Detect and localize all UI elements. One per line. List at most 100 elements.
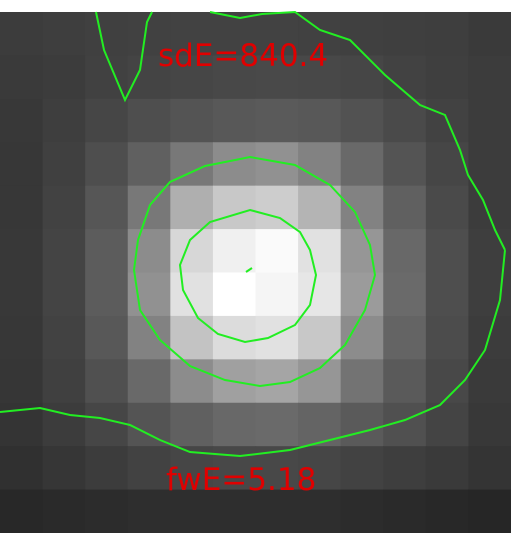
image-pixel bbox=[298, 359, 342, 404]
image-pixel bbox=[42, 98, 86, 143]
image-pixel bbox=[468, 402, 511, 447]
image-pixel bbox=[212, 142, 257, 187]
image-pixel bbox=[212, 229, 257, 274]
image-pixel bbox=[468, 272, 511, 317]
image-pixel bbox=[170, 229, 214, 274]
image-pixel bbox=[468, 12, 511, 57]
image-pixel bbox=[383, 98, 427, 143]
image-pixel bbox=[212, 185, 257, 230]
image-pixel bbox=[340, 12, 384, 57]
image-pixel bbox=[468, 315, 511, 360]
fw-label: fwE=5.18 bbox=[166, 462, 316, 498]
image-pixel bbox=[425, 185, 470, 230]
image-pixel bbox=[127, 446, 171, 491]
image-pixel bbox=[340, 446, 384, 491]
middle-contour bbox=[132, 155, 377, 388]
image-pixel bbox=[85, 12, 129, 57]
image-pixel bbox=[0, 142, 44, 187]
image-pixel bbox=[212, 98, 257, 143]
image-pixel bbox=[0, 359, 44, 404]
image-pixel bbox=[212, 12, 257, 57]
image-pixel bbox=[468, 55, 511, 100]
image-pixel bbox=[340, 229, 384, 274]
image-pixel bbox=[298, 272, 342, 317]
image-pixel bbox=[425, 446, 470, 491]
image-pixel bbox=[425, 489, 470, 533]
image-pixel bbox=[170, 12, 214, 57]
image-pixel bbox=[255, 55, 299, 100]
image-pixel bbox=[0, 229, 44, 274]
image-pixel bbox=[298, 489, 342, 533]
image-pixel bbox=[340, 185, 384, 230]
image-pixel bbox=[85, 229, 129, 274]
image-pixel bbox=[170, 55, 214, 100]
image-pixel bbox=[255, 185, 299, 230]
image-pixel bbox=[340, 402, 384, 447]
image-pixel bbox=[340, 315, 384, 360]
image-pixel bbox=[170, 315, 214, 360]
image-pixel bbox=[383, 315, 427, 360]
image-pixel bbox=[0, 315, 44, 360]
image-pixel bbox=[383, 142, 427, 187]
image-pixel bbox=[170, 272, 214, 317]
image-pixel bbox=[340, 359, 384, 404]
image-pixel bbox=[127, 489, 171, 533]
image-pixel bbox=[42, 446, 86, 491]
image-pixel bbox=[425, 402, 470, 447]
image-pixel bbox=[127, 359, 171, 404]
image-pixel bbox=[383, 12, 427, 57]
image-pixel bbox=[0, 98, 44, 143]
image-pixel bbox=[468, 142, 511, 187]
image-pixel bbox=[85, 359, 129, 404]
image-pixel bbox=[255, 98, 299, 143]
image-pixel bbox=[383, 359, 427, 404]
image-pixel bbox=[212, 55, 257, 100]
image-pixel bbox=[425, 315, 470, 360]
image-pixel bbox=[42, 55, 86, 100]
image-pixel bbox=[425, 272, 470, 317]
image-pixel bbox=[42, 272, 86, 317]
image-pixel bbox=[85, 489, 129, 533]
image-pixel bbox=[170, 489, 214, 533]
image-pixel bbox=[468, 489, 511, 533]
image-pixel bbox=[170, 402, 214, 447]
image-pixel bbox=[0, 55, 44, 100]
image-pixel bbox=[127, 142, 171, 187]
image-pixel bbox=[255, 229, 299, 274]
image-pixel bbox=[85, 185, 129, 230]
image-pixel bbox=[85, 98, 129, 143]
image-pixel bbox=[85, 402, 129, 447]
image-pixel bbox=[42, 142, 86, 187]
image-pixel bbox=[85, 446, 129, 491]
image-pixel bbox=[425, 229, 470, 274]
image-pixel bbox=[42, 359, 86, 404]
image-pixel bbox=[170, 98, 214, 143]
image-pixel bbox=[42, 489, 86, 533]
image-pixel bbox=[383, 489, 427, 533]
image-pixel bbox=[298, 229, 342, 274]
image-pixel bbox=[127, 402, 171, 447]
image-pixel bbox=[383, 272, 427, 317]
image-pixel bbox=[255, 272, 299, 317]
image-pixel bbox=[127, 55, 171, 100]
image-pixel bbox=[42, 315, 86, 360]
sd-label: sdE=840.4 bbox=[158, 38, 328, 74]
image-pixel bbox=[468, 359, 511, 404]
image-pixel bbox=[42, 229, 86, 274]
image-pixel bbox=[425, 12, 470, 57]
image-pixel bbox=[425, 359, 470, 404]
image-pixel bbox=[383, 185, 427, 230]
image-pixel bbox=[85, 272, 129, 317]
image-pixel bbox=[0, 272, 44, 317]
image-pixel bbox=[298, 98, 342, 143]
image-pixel bbox=[298, 185, 342, 230]
image-pixel bbox=[0, 446, 44, 491]
image-pixel bbox=[340, 55, 384, 100]
image-pixel bbox=[425, 55, 470, 100]
image-pixel bbox=[340, 489, 384, 533]
image-pixel bbox=[42, 185, 86, 230]
image-pixel bbox=[340, 272, 384, 317]
image-pixel bbox=[212, 489, 257, 533]
image-pixel bbox=[298, 55, 342, 100]
center-tick bbox=[245, 267, 253, 273]
